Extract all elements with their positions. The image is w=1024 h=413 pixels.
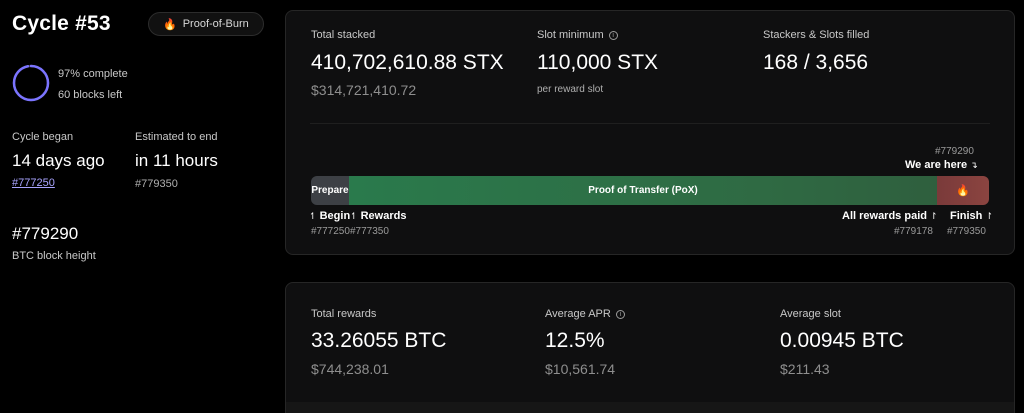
- finish-marker: Finish ↾: [950, 210, 993, 222]
- progress-ring-icon: [12, 64, 50, 102]
- arrow-up-icon: ↾: [985, 211, 993, 221]
- average-slot-usd: $211.43: [780, 361, 830, 377]
- total-rewards-usd: $744,238.01: [311, 361, 389, 377]
- rewards-block: #777350: [350, 226, 389, 237]
- card-divider: [310, 123, 990, 124]
- current-position-segment: 🔥: [937, 176, 989, 205]
- arrow-down-icon: ↴: [970, 160, 978, 170]
- rewards-card: [285, 282, 1015, 413]
- btc-block-height-label: BTC block height: [12, 250, 96, 262]
- average-apr-value: 12.5%: [545, 329, 605, 352]
- begin-block: #777250: [311, 226, 350, 237]
- slot-minimum-label: Slot minimum i: [537, 29, 618, 41]
- cycle-began-label: Cycle began: [12, 131, 74, 143]
- estimated-end-block: #779350: [135, 178, 178, 190]
- current-block: #779290: [935, 146, 974, 157]
- pox-segment: Proof of Transfer (PoX): [349, 176, 937, 205]
- begin-marker: ↿ Begin: [309, 210, 351, 222]
- we-are-here-label: We are here ↴: [905, 159, 978, 171]
- average-slot-label: Average slot: [780, 308, 841, 320]
- total-stacked-label: Total stacked: [311, 29, 376, 41]
- complete-text: 97% complete: [58, 68, 128, 80]
- arrow-up-icon: ↿: [350, 211, 358, 221]
- stackers-value: 168 / 3,656: [763, 51, 869, 74]
- next-section-edge: [286, 402, 1014, 413]
- proof-of-burn-badge[interactable]: 🔥 Proof-of-Burn: [148, 12, 264, 36]
- pox-timeline-bar: Prepare Proof of Transfer (PoX) 🔥: [311, 176, 989, 205]
- btc-block-height-value: #779290: [12, 224, 79, 243]
- cycle-began-block-link[interactable]: #777250: [12, 177, 55, 189]
- slot-minimum-value: 110,000 STX: [537, 51, 659, 74]
- average-slot-value: 0.00945 BTC: [780, 329, 904, 352]
- total-rewards-value: 33.26055 BTC: [311, 329, 447, 352]
- average-apr-usd: $10,561.74: [545, 361, 616, 377]
- info-icon[interactable]: i: [608, 30, 618, 40]
- all-rewards-paid-marker: All rewards paid ↾: [842, 210, 938, 222]
- fire-icon: 🔥: [956, 185, 970, 197]
- arrow-up-icon: ↾: [930, 211, 938, 221]
- total-rewards-label: Total rewards: [311, 308, 377, 320]
- arrow-up-icon: ↿: [309, 211, 317, 221]
- stackers-label: Stackers & Slots filled: [763, 29, 870, 41]
- finish-block: #779350: [947, 226, 986, 237]
- rewards-marker: ↿ Rewards: [350, 210, 407, 222]
- estimated-end-label: Estimated to end: [135, 131, 218, 143]
- prepare-segment: Prepare: [311, 176, 349, 205]
- average-apr-label: Average APR i: [545, 308, 625, 320]
- total-stacked-value: 410,702,610.88 STX: [311, 51, 504, 74]
- info-icon[interactable]: i: [615, 309, 625, 319]
- fire-icon: 🔥: [163, 18, 177, 31]
- cycle-began-value: 14 days ago: [12, 151, 105, 170]
- badge-label: Proof-of-Burn: [182, 18, 249, 30]
- total-stacked-usd: $314,721,410.72: [311, 82, 417, 98]
- blocks-left-text: 60 blocks left: [58, 89, 123, 101]
- estimated-end-value: in 11 hours: [135, 151, 218, 170]
- slot-minimum-note: per reward slot: [537, 84, 604, 95]
- cycle-title: Cycle #53: [12, 12, 111, 35]
- all-rewards-paid-block: #779178: [894, 226, 933, 237]
- stacking-card: [285, 10, 1015, 255]
